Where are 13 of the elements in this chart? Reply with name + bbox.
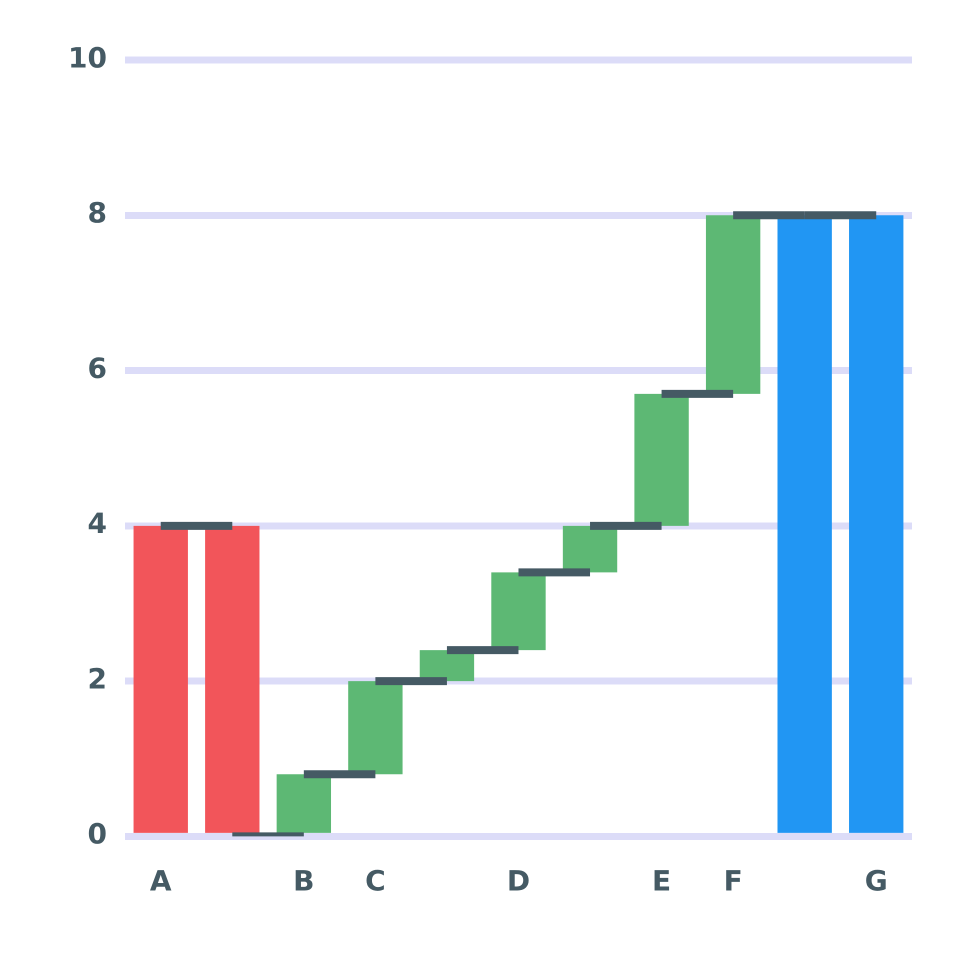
x-tick-label: D bbox=[506, 864, 530, 898]
y-tick-label: 8 bbox=[87, 196, 107, 230]
y-tick-label: 4 bbox=[87, 507, 107, 540]
y-tick-label: 6 bbox=[87, 352, 107, 385]
x-tick-label: A bbox=[150, 864, 172, 898]
x-tick-label: F bbox=[724, 864, 743, 898]
y-tick-label: 0 bbox=[87, 818, 107, 851]
y-tick-label: 10 bbox=[68, 41, 107, 74]
x-tick-label: C bbox=[365, 864, 386, 898]
x-tick-label: G bbox=[864, 864, 888, 898]
y-tick-label: 2 bbox=[87, 662, 107, 696]
x-tick-label: E bbox=[652, 864, 672, 898]
x-tick-label: B bbox=[293, 864, 315, 898]
